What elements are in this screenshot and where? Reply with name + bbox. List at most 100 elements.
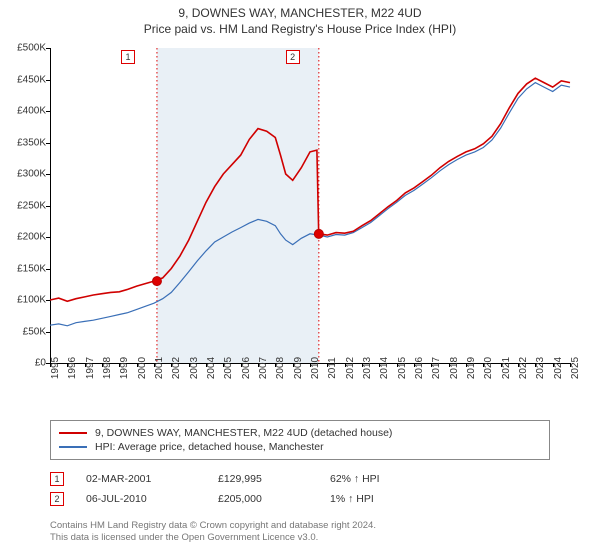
sale-price-2: £205,000	[218, 493, 308, 505]
chart-title: 9, DOWNES WAY, MANCHESTER, M22 4UD	[0, 6, 600, 20]
sale-price-1: £129,995	[218, 473, 308, 485]
x-tick-label: 2021	[501, 357, 512, 379]
sale-dot-2	[314, 229, 323, 238]
y-tick-mark	[46, 332, 50, 333]
x-tick-label: 2005	[223, 357, 234, 379]
y-tick-label: £500K	[17, 43, 46, 54]
x-tick-mark	[362, 363, 363, 367]
legend: 9, DOWNES WAY, MANCHESTER, M22 4UD (deta…	[50, 420, 550, 460]
y-tick-label: £450K	[17, 74, 46, 85]
x-tick-label: 2011	[327, 357, 338, 379]
x-tick-mark	[258, 363, 259, 367]
x-tick-label: 2019	[466, 357, 477, 379]
chart-container: 9, DOWNES WAY, MANCHESTER, M22 4UD Price…	[0, 0, 600, 560]
x-tick-label: 2015	[397, 357, 408, 379]
x-tick-mark	[535, 363, 536, 367]
x-tick-label: 2022	[518, 357, 529, 379]
x-tick-mark	[50, 363, 51, 367]
sale-marker-1: 1	[50, 472, 64, 486]
x-tick-label: 2010	[310, 357, 321, 379]
x-tick-mark	[466, 363, 467, 367]
x-tick-mark	[102, 363, 103, 367]
sale-marker-2: 2	[50, 492, 64, 506]
y-tick-label: £300K	[17, 169, 46, 180]
x-tick-label: 2012	[345, 357, 356, 379]
marker-box-1: 1	[121, 50, 135, 64]
x-tick-mark	[241, 363, 242, 367]
x-tick-mark	[119, 363, 120, 367]
x-tick-mark	[379, 363, 380, 367]
chart-titles: 9, DOWNES WAY, MANCHESTER, M22 4UD Price…	[0, 0, 600, 36]
x-tick-mark	[414, 363, 415, 367]
x-tick-mark	[275, 363, 276, 367]
x-tick-label: 1995	[50, 357, 61, 379]
x-tick-label: 2009	[293, 357, 304, 379]
x-tick-label: 2017	[431, 357, 442, 379]
x-tick-label: 2023	[535, 357, 546, 379]
x-tick-label: 1998	[102, 357, 113, 379]
x-tick-mark	[67, 363, 68, 367]
x-tick-label: 2001	[154, 357, 165, 379]
y-tick-label: £0	[35, 358, 46, 369]
x-tick-label: 1997	[85, 357, 96, 379]
y-tick-mark	[46, 48, 50, 49]
x-tick-mark	[483, 363, 484, 367]
footer-line1: Contains HM Land Registry data © Crown c…	[50, 520, 376, 532]
x-tick-mark	[189, 363, 190, 367]
legend-swatch-property	[59, 432, 87, 434]
x-tick-mark	[327, 363, 328, 367]
y-tick-label: £150K	[17, 263, 46, 274]
y-tick-mark	[46, 143, 50, 144]
x-tick-label: 2002	[171, 357, 182, 379]
holding-period-shade	[157, 48, 319, 363]
sale-date-1: 02-MAR-2001	[86, 473, 196, 485]
y-tick-label: £250K	[17, 200, 46, 211]
y-tick-mark	[46, 237, 50, 238]
x-tick-mark	[345, 363, 346, 367]
legend-row-hpi: HPI: Average price, detached house, Manc…	[59, 441, 541, 453]
x-tick-label: 1999	[119, 357, 130, 379]
y-tick-label: £100K	[17, 295, 46, 306]
x-tick-mark	[85, 363, 86, 367]
x-tick-label: 2004	[206, 357, 217, 379]
x-tick-label: 2016	[414, 357, 425, 379]
footer: Contains HM Land Registry data © Crown c…	[50, 520, 376, 545]
x-tick-mark	[518, 363, 519, 367]
x-tick-mark	[206, 363, 207, 367]
x-tick-label: 2003	[189, 357, 200, 379]
x-tick-mark	[137, 363, 138, 367]
chart-area: £0£50K£100K£150K£200K£250K£300K£350K£400…	[50, 48, 570, 363]
chart-svg	[50, 48, 570, 363]
y-tick-mark	[46, 111, 50, 112]
x-tick-mark	[171, 363, 172, 367]
x-tick-label: 2014	[379, 357, 390, 379]
x-tick-label: 2020	[483, 357, 494, 379]
sale-row-2: 2 06-JUL-2010 £205,000 1% ↑ HPI	[50, 492, 550, 506]
x-tick-mark	[431, 363, 432, 367]
x-tick-label: 2007	[258, 357, 269, 379]
x-tick-label: 2006	[241, 357, 252, 379]
sale-pct-1: 62% ↑ HPI	[330, 473, 450, 485]
legend-label-hpi: HPI: Average price, detached house, Manc…	[95, 441, 324, 453]
x-tick-mark	[223, 363, 224, 367]
x-tick-mark	[449, 363, 450, 367]
x-tick-mark	[310, 363, 311, 367]
legend-row-property: 9, DOWNES WAY, MANCHESTER, M22 4UD (deta…	[59, 427, 541, 439]
marker-box-2: 2	[286, 50, 300, 64]
x-tick-label: 2018	[449, 357, 460, 379]
x-tick-mark	[553, 363, 554, 367]
x-tick-mark	[501, 363, 502, 367]
x-tick-label: 2025	[570, 357, 581, 379]
sale-date-2: 06-JUL-2010	[86, 493, 196, 505]
x-tick-mark	[397, 363, 398, 367]
y-tick-mark	[46, 174, 50, 175]
sale-dot-1	[152, 277, 161, 286]
sale-pct-2: 1% ↑ HPI	[330, 493, 450, 505]
x-tick-label: 2000	[137, 357, 148, 379]
x-tick-mark	[293, 363, 294, 367]
x-tick-mark	[154, 363, 155, 367]
legend-swatch-hpi	[59, 446, 87, 448]
x-tick-label: 2008	[275, 357, 286, 379]
x-tick-label: 2013	[362, 357, 373, 379]
y-tick-mark	[46, 269, 50, 270]
